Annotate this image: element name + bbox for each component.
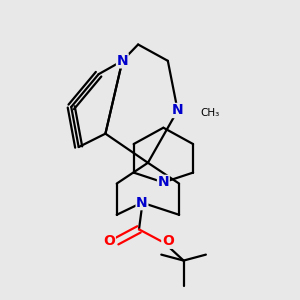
Text: N: N [172, 103, 184, 118]
Text: N: N [158, 176, 169, 189]
Text: O: O [162, 234, 174, 248]
Text: N: N [136, 196, 148, 210]
Text: CH₃: CH₃ [200, 108, 219, 118]
Text: O: O [103, 234, 115, 248]
Text: N: N [116, 54, 128, 68]
